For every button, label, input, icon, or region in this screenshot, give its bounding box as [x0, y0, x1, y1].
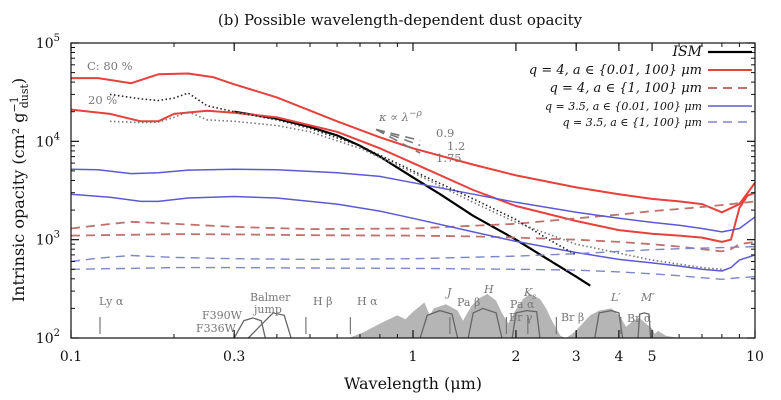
line-label-lya: Ly α [99, 295, 124, 308]
chart-title: (b) Possible wavelength-dependent dust o… [218, 11, 583, 29]
filter-curve-ks [511, 309, 541, 338]
series-power-law-1-75-11 [375, 128, 421, 154]
legend-item-q-4-a-1-100-m: q = 4, a ∈ {1, 100} μm [550, 81, 752, 96]
legend-item-q-4-a-0-01-100-m: q = 4, a ∈ {0.01, 100} μm [529, 63, 752, 78]
slope-label-0.9: 0.9 [436, 126, 454, 140]
filter-curve-j [419, 309, 459, 338]
plot-content [71, 72, 755, 338]
filter-label-h: H [483, 283, 494, 296]
kappa-law-exp: −ρ [409, 109, 423, 119]
y-axis-label: Intrinsic opacity (cm² g−1dust) [8, 78, 31, 302]
line-label-pabeta: Pa β [457, 296, 480, 309]
plot-area [71, 72, 755, 338]
x-axis-label: Wavelength (μm) [344, 374, 482, 393]
legend-label: q = 3.5, a ∈ {0.01, 100} μm [545, 100, 702, 113]
filter-label-lprime: L′ [610, 291, 621, 304]
series-q-3-5-a-1-100-m-7 [71, 245, 755, 263]
x-tick-label-0-1: 0.1 [60, 349, 82, 365]
y-label-sub: dust [18, 84, 31, 109]
series-q-4-a-1-100-m-20-4 [71, 233, 755, 253]
slope-label-1.2: 1.2 [447, 139, 465, 153]
annotations: C: 80 % 20 % κ ∝ λ−ρ 0.9 1.2 1.75 Balmer… [87, 59, 655, 335]
y-label-sup: −1 [8, 96, 21, 112]
filter-curve-h [467, 307, 503, 338]
filter-curve-f390w [247, 312, 292, 338]
filter-curve-f336w [233, 317, 266, 338]
y-tick-label-1e2: 102 [36, 328, 60, 347]
filter-label-f336w: F336W [196, 322, 237, 335]
legend-item-q-3-5-a-0-01-100-m: q = 3.5, a ∈ {0.01, 100} μm [545, 100, 752, 113]
filter-label-ks: Ks [523, 286, 536, 301]
legend: ISM q = 4, a ∈ {0.01, 100} μm q = 4, a ∈ {… [529, 44, 752, 129]
series-ism-0 [234, 110, 591, 287]
legend-label: ISM [672, 44, 703, 60]
legend-label: q = 4, a ∈ {0.01, 100} μm [529, 63, 702, 78]
y-tick-label-1e3: 103 [36, 230, 60, 249]
series-q-4-a-0-01-100-m-1 [71, 72, 755, 214]
filter-curve-l [594, 309, 624, 338]
series-q-4-a-1-100-m-3 [71, 200, 755, 230]
y-tick-label-1e5: 105 [36, 33, 60, 52]
line-label-brbeta: Br β [561, 311, 584, 324]
y-label-main: Intrinsic opacity (cm² g [9, 113, 28, 303]
legend-label: q = 4, a ∈ {1, 100} μm [550, 81, 702, 96]
ks-base: K [523, 286, 533, 299]
annotation-20pct: 20 % [88, 93, 117, 107]
y-axis-label-group: Intrinsic opacity (cm² g−1dust) [8, 78, 31, 302]
x-tick-label-3: 3 [572, 349, 581, 365]
line-label-brgamma: Br γ [509, 311, 533, 324]
annotation-kappa-law: κ ∝ λ−ρ [378, 109, 422, 124]
legend-item-q-3-5-a-1-100-m: q = 3.5, a ∈ {1, 100} μm [563, 116, 752, 129]
line-label-hbeta: H β [313, 295, 332, 308]
line-label-bralpha: Br α [627, 312, 652, 325]
y-label-close: ) [9, 78, 28, 84]
y-tick-label-1e4: 104 [36, 131, 60, 150]
series-20-dotted-13 [109, 110, 722, 271]
balmer-label-2: jump [252, 303, 282, 316]
x-tick-label-1: 1 [409, 349, 418, 365]
kappa-law-base: κ ∝ λ [378, 110, 409, 124]
x-tick-label-0-3: 0.3 [223, 349, 245, 365]
series-q-3-5-a-0-01-100-m-5 [71, 168, 755, 233]
x-tick-label-10: 10 [746, 349, 764, 365]
filter-label-j: J [445, 286, 452, 299]
series-q-3-5-a-0-01-100-m-20-6 [71, 193, 755, 272]
x-tick-label-4: 4 [614, 349, 623, 365]
slope-label-1.75: 1.75 [436, 151, 462, 165]
filter-label-mprime: M′ [640, 291, 655, 304]
x-tick-label-2: 2 [511, 349, 520, 365]
line-label-paalpha: Pa α [510, 298, 535, 311]
balmer-label-1: Balmer [250, 291, 291, 304]
ks-sub: s [532, 292, 536, 301]
series-power-law-1-2-10 [375, 128, 421, 147]
filter-curve-m [637, 312, 652, 338]
series-q-4-a-0-01-100-m-20-2 [71, 108, 755, 243]
series-q-3-5-a-1-100-m-20-8 [71, 266, 755, 280]
x-tick-label-5: 5 [648, 349, 657, 365]
axis-ticks: 0.1 0.3 1 2 3 4 5 10 102 103 104 105 [36, 33, 764, 365]
legend-label: q = 3.5, a ∈ {1, 100} μm [563, 116, 703, 129]
annotation-c80: C: 80 % [87, 59, 133, 73]
legend-item-ism: ISM [672, 44, 752, 60]
line-label-halpha: H α [357, 295, 378, 308]
filter-label-f390w: F390W [202, 309, 243, 322]
